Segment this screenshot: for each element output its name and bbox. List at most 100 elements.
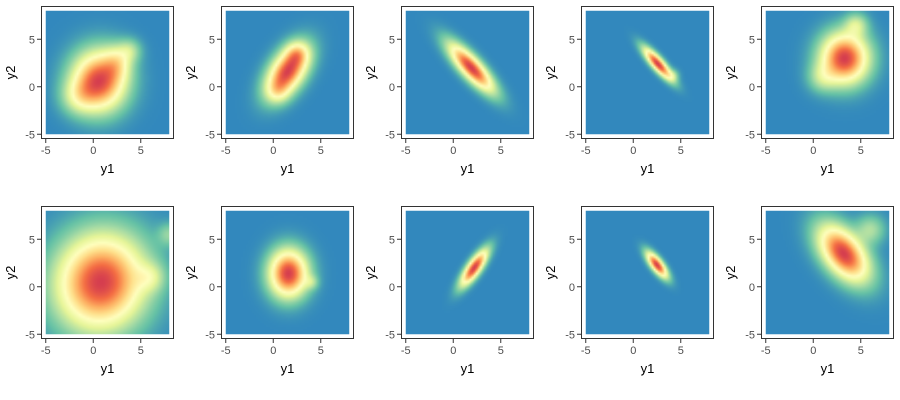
y-tick-label: 5 <box>389 234 395 246</box>
panel-4: -5 0 5 -5 0 5 y1 y2 <box>543 6 714 176</box>
y-tick-label: -5 <box>25 129 35 141</box>
x-tick-label: -5 <box>581 345 591 357</box>
panel-border <box>581 6 714 139</box>
x-axis-title: y1 <box>821 161 835 176</box>
y-tick-label: 5 <box>749 234 755 246</box>
panel-7: -5 0 5 -5 0 5 y1 y2 <box>183 206 354 376</box>
panel-9: -5 0 5 -5 0 5 y1 y2 <box>543 206 714 376</box>
y-tick-label: 5 <box>389 34 395 46</box>
x-tick-label: 5 <box>318 145 324 157</box>
density-heatmap <box>585 210 710 335</box>
x-tick-label: 5 <box>678 145 684 157</box>
x-tick-label: 0 <box>450 345 456 357</box>
y-tick-label: 5 <box>29 34 35 46</box>
y-axis-title: y2 <box>363 66 378 80</box>
y-axis-title: y2 <box>543 266 558 280</box>
x-tick-label: -5 <box>761 145 771 157</box>
y-tick-label: -5 <box>745 329 755 341</box>
panel-5: -5 0 5 -5 0 5 y1 y2 <box>723 6 894 176</box>
x-tick-label: -5 <box>401 145 411 157</box>
x-tick-label: -5 <box>41 345 51 357</box>
panel-border <box>761 6 894 139</box>
x-tick-label: 0 <box>270 345 276 357</box>
panel-8: -5 0 5 -5 0 5 y1 y2 <box>363 206 534 376</box>
x-tick-label: 5 <box>318 345 324 357</box>
density-heatmap <box>225 10 350 135</box>
panel-6: -5 0 5 -5 0 5 y1 y2 <box>3 206 174 376</box>
y-tick-label: 0 <box>209 282 215 294</box>
x-tick-label: 5 <box>858 145 864 157</box>
panel-border <box>221 206 354 339</box>
x-tick-label: 5 <box>858 345 864 357</box>
panel-2: -5 0 5 -5 0 5 y1 y2 <box>183 6 354 176</box>
y-tick-label: -5 <box>205 329 215 341</box>
x-tick-label: -5 <box>221 345 231 357</box>
x-axis-title: y1 <box>101 161 115 176</box>
x-tick-label: 5 <box>498 145 504 157</box>
y-tick-label: 5 <box>569 234 575 246</box>
density-heatmap <box>765 210 890 335</box>
density-heatmap <box>225 210 350 335</box>
x-tick-label: 0 <box>630 345 636 357</box>
y-axis-title: y2 <box>3 66 18 80</box>
y-tick-label: 5 <box>749 34 755 46</box>
y-axis-title: y2 <box>183 66 198 80</box>
x-tick-label: 0 <box>450 145 456 157</box>
y-tick-label: -5 <box>205 129 215 141</box>
panel-border <box>581 206 714 339</box>
x-tick-label: 0 <box>90 345 96 357</box>
y-axis-title: y2 <box>363 266 378 280</box>
y-axis-title: y2 <box>543 66 558 80</box>
y-tick-label: 5 <box>569 34 575 46</box>
x-axis-title: y1 <box>641 161 655 176</box>
y-tick-label: -5 <box>565 329 575 341</box>
x-tick-label: -5 <box>41 145 51 157</box>
x-axis-title: y1 <box>821 361 835 376</box>
density-heatmap <box>405 210 530 335</box>
panel-1: -5 0 5 -5 0 5 y1 y2 <box>3 6 174 176</box>
density-heatmap <box>765 10 890 135</box>
y-tick-label: 0 <box>209 82 215 94</box>
y-axis-title: y2 <box>723 266 738 280</box>
x-tick-label: 5 <box>138 145 144 157</box>
density-heatmap <box>405 10 530 135</box>
y-tick-label: -5 <box>565 129 575 141</box>
y-tick-label: 0 <box>29 82 35 94</box>
y-tick-label: 0 <box>569 82 575 94</box>
panel-10: -5 0 5 -5 0 5 y1 y2 <box>723 206 894 376</box>
x-tick-label: -5 <box>401 345 411 357</box>
x-tick-label: 0 <box>270 145 276 157</box>
x-axis-title: y1 <box>101 361 115 376</box>
y-tick-label: 0 <box>389 282 395 294</box>
panel-border <box>41 206 174 339</box>
x-axis-title: y1 <box>281 361 295 376</box>
x-tick-label: 0 <box>810 345 816 357</box>
panel-border <box>401 6 534 139</box>
y-tick-label: 5 <box>29 234 35 246</box>
panel-border <box>221 6 354 139</box>
panel-border <box>401 206 534 339</box>
x-tick-label: 0 <box>810 145 816 157</box>
x-tick-label: 0 <box>90 145 96 157</box>
y-tick-label: -5 <box>745 129 755 141</box>
y-tick-label: 0 <box>749 282 755 294</box>
density-heatmap <box>45 210 170 335</box>
x-tick-label: -5 <box>761 345 771 357</box>
y-tick-label: 0 <box>29 282 35 294</box>
x-axis-title: y1 <box>461 161 475 176</box>
density-heatmap <box>585 10 710 135</box>
y-tick-label: -5 <box>385 329 395 341</box>
y-tick-label: 0 <box>749 82 755 94</box>
x-axis-title: y1 <box>641 361 655 376</box>
y-axis-title: y2 <box>183 266 198 280</box>
density-heatmap <box>45 10 170 135</box>
x-axis-title: y1 <box>281 161 295 176</box>
x-axis-title: y1 <box>461 361 475 376</box>
x-tick-label: 5 <box>138 345 144 357</box>
y-tick-label: -5 <box>25 329 35 341</box>
x-tick-label: 5 <box>498 345 504 357</box>
x-tick-label: 5 <box>678 345 684 357</box>
x-tick-label: -5 <box>221 145 231 157</box>
x-tick-label: -5 <box>581 145 591 157</box>
y-tick-label: -5 <box>385 129 395 141</box>
